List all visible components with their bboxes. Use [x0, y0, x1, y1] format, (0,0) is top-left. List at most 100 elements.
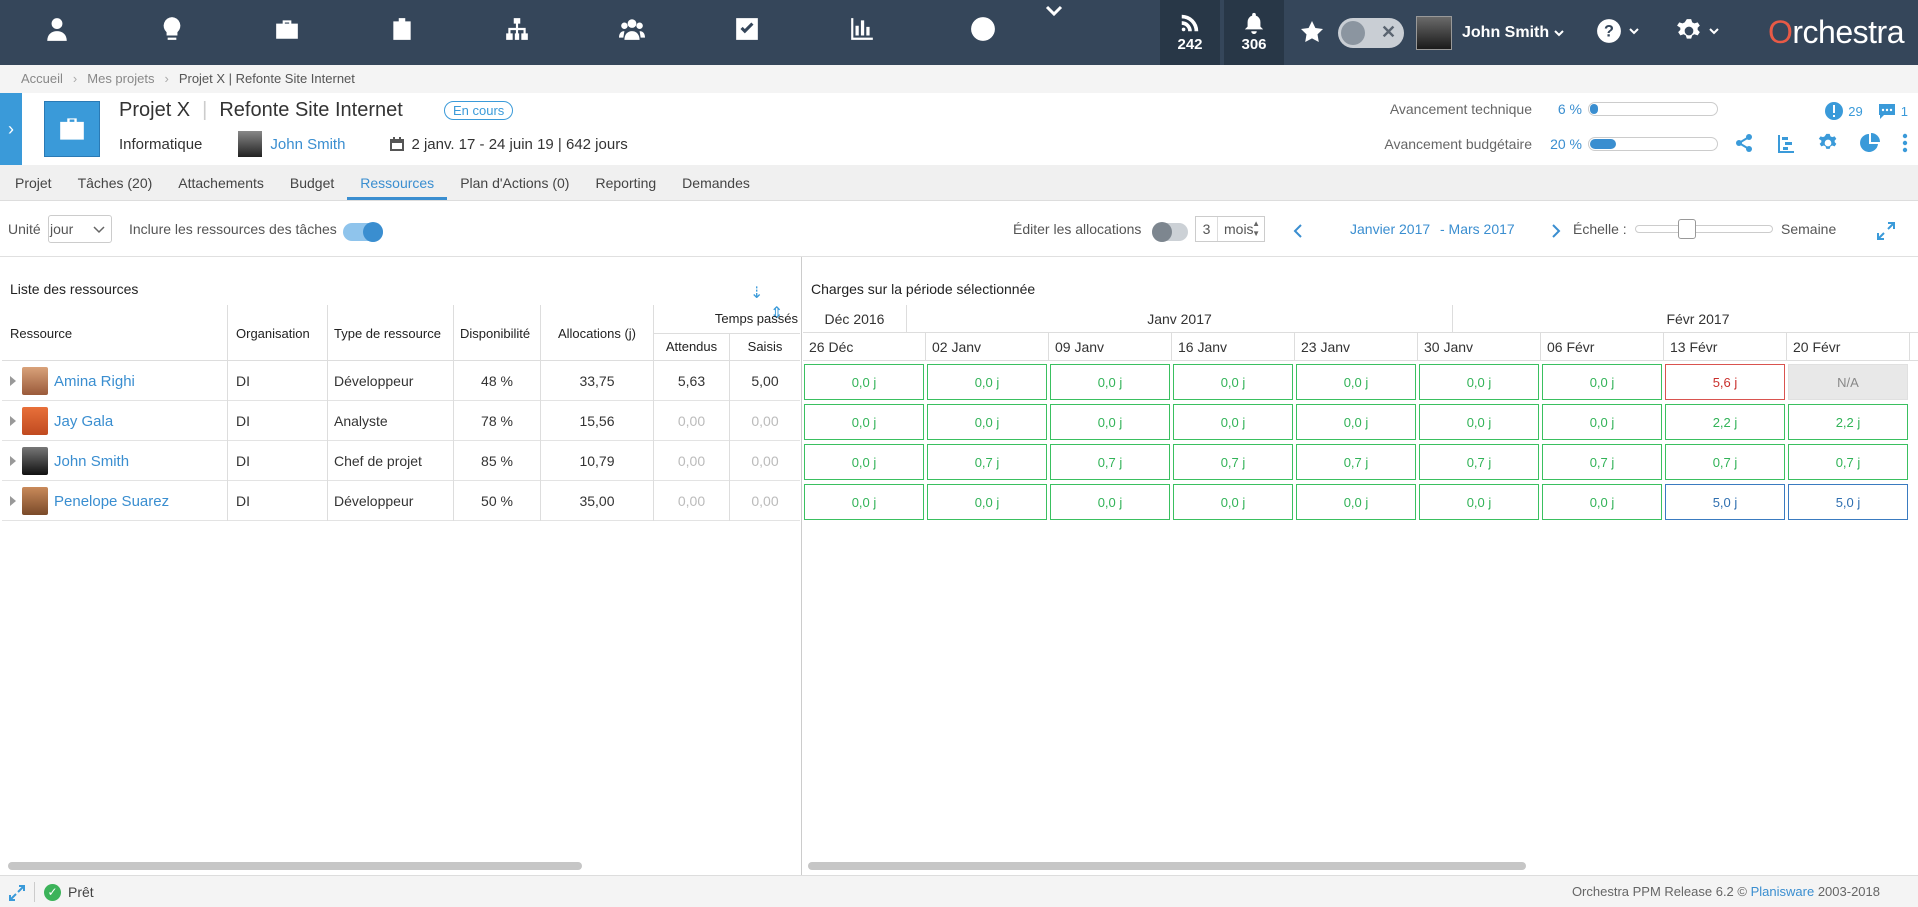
team-icon[interactable] [617, 14, 647, 44]
expand-triangle-icon[interactable] [10, 376, 16, 386]
charge-cell[interactable]: 0,0 j [1050, 364, 1170, 400]
resource-name-link[interactable]: Amina Righi [54, 372, 135, 390]
months-stepper[interactable]: 3 mois ▲ ▼ [1195, 216, 1265, 242]
notifications-counter[interactable]: 306 [1224, 0, 1284, 65]
charge-cell[interactable]: 0,7 j [1542, 444, 1662, 480]
charge-cell[interactable]: 0,0 j [1296, 364, 1416, 400]
charge-cell[interactable]: 0,0 j [927, 364, 1047, 400]
chevron-right-icon[interactable] [1551, 224, 1561, 238]
right-horizontal-scrollbar[interactable] [808, 862, 1526, 870]
view-mode-toggle[interactable]: ✕ [1338, 18, 1404, 48]
scale-slider[interactable] [1635, 219, 1773, 239]
charge-cell[interactable]: 0,7 j [927, 444, 1047, 480]
charge-cell[interactable]: 0,0 j [804, 484, 924, 520]
charge-cell[interactable]: 0,0 j [1173, 484, 1293, 520]
project-manager-link[interactable]: John Smith [270, 135, 346, 153]
period-end[interactable]: - Mars 2017 [1440, 221, 1515, 237]
charge-cell[interactable]: 0,7 j [1665, 444, 1785, 480]
clock-icon[interactable] [968, 14, 998, 44]
col-resource-type[interactable]: Type de ressource [328, 305, 454, 361]
charge-cell[interactable]: 0,7 j [1419, 444, 1539, 480]
table-row[interactable]: Amina Righi DI Développeur 48 % 33,75 5,… [2, 361, 800, 401]
left-horizontal-scrollbar[interactable] [8, 862, 582, 870]
gantt-icon[interactable] [1776, 133, 1796, 153]
charge-cell[interactable]: 0,0 j [1419, 404, 1539, 440]
col-entered[interactable]: Saisis [730, 333, 800, 361]
charge-cell[interactable]: 5,6 j [1665, 364, 1785, 400]
chevron-down-icon[interactable] [1044, 2, 1064, 20]
charge-cell[interactable]: 0,0 j [1419, 484, 1539, 520]
breadcrumb-home[interactable]: Accueil [21, 71, 63, 86]
side-panel-toggle[interactable]: › [0, 93, 22, 165]
tab-budget[interactable]: Budget [289, 175, 335, 191]
charge-cell[interactable]: 0,0 j [1296, 484, 1416, 520]
alerts-indicator[interactable]: 29 [1824, 101, 1863, 121]
breadcrumb-my-projects[interactable]: Mes projets [87, 71, 155, 86]
tab-reporting[interactable]: Reporting [595, 175, 657, 191]
table-row[interactable]: Penelope Suarez DI Développeur 50 % 35,0… [2, 481, 800, 521]
charge-cell[interactable]: 2,2 j [1788, 404, 1908, 440]
charge-cell[interactable]: 0,7 j [1296, 444, 1416, 480]
pie-chart-icon[interactable] [1860, 133, 1880, 153]
charge-cell[interactable]: 0,0 j [1050, 404, 1170, 440]
tab-demandes[interactable]: Demandes [682, 175, 750, 191]
tab-ressources[interactable]: Ressources [347, 165, 448, 200]
charge-cell[interactable]: N/A [1788, 364, 1908, 400]
lightbulb-icon[interactable] [157, 14, 187, 44]
table-row[interactable]: Jay Gala DI Analyste 78 % 15,56 0,00 0,0… [2, 401, 800, 441]
more-vertical-icon[interactable] [1902, 133, 1908, 153]
col-organisation[interactable]: Organisation [228, 305, 328, 361]
include-tasks-switch[interactable] [343, 222, 383, 242]
charge-cell[interactable]: 5,0 j [1665, 484, 1785, 520]
hierarchy-icon[interactable] [502, 14, 532, 44]
expand-triangle-icon[interactable] [10, 496, 16, 506]
col-expected[interactable]: Attendus [654, 333, 730, 361]
expand-icon[interactable] [1876, 221, 1896, 241]
charge-cell[interactable]: 0,0 j [1050, 484, 1170, 520]
resource-name-link[interactable]: Penelope Suarez [54, 492, 170, 510]
tab-plan-actions[interactable]: Plan d'Actions (0) [460, 175, 570, 191]
briefcase-icon[interactable] [272, 14, 302, 44]
checkbox-icon[interactable] [732, 14, 762, 44]
expand-diagonal-icon[interactable] [8, 884, 26, 902]
expand-triangle-icon[interactable] [10, 456, 16, 466]
expand-triangle-icon[interactable] [10, 416, 16, 426]
charge-cell[interactable]: 0,0 j [927, 404, 1047, 440]
charge-cell[interactable]: 0,0 j [1542, 484, 1662, 520]
charge-cell[interactable]: 0,0 j [1173, 364, 1293, 400]
col-availability[interactable]: Disponibilité [454, 305, 541, 361]
charge-cell[interactable]: 0,7 j [1788, 444, 1908, 480]
help-menu[interactable]: ? [1596, 18, 1640, 44]
resource-name-link[interactable]: Jay Gala [54, 412, 114, 430]
vendor-link[interactable]: Planisware [1750, 884, 1815, 899]
period-start[interactable]: Janvier 2017 [1350, 221, 1431, 237]
charge-cell[interactable]: 0,0 j [1542, 364, 1662, 400]
charge-cell[interactable]: 5,0 j [1788, 484, 1908, 520]
charge-cell[interactable]: 0,0 j [804, 404, 924, 440]
edit-allocations-switch[interactable] [1152, 222, 1188, 242]
charge-cell[interactable]: 0,0 j [927, 484, 1047, 520]
charge-cell[interactable]: 0,7 j [1050, 444, 1170, 480]
slider-thumb[interactable] [1678, 219, 1696, 239]
charge-cell[interactable]: 0,7 j [1173, 444, 1293, 480]
unit-select[interactable]: jour [48, 215, 112, 243]
share-icon[interactable] [1734, 133, 1754, 153]
settings-menu[interactable] [1676, 18, 1720, 44]
charge-cell[interactable]: 0,0 j [804, 364, 924, 400]
expand-all-icon[interactable]: ⇕ [770, 305, 784, 322]
resource-name-link[interactable]: John Smith [54, 452, 130, 470]
tab-projet[interactable]: Projet [15, 175, 52, 191]
rss-counter[interactable]: 242 [1160, 0, 1220, 65]
stepper-arrows-icon[interactable]: ▲ ▼ [1252, 219, 1260, 238]
collapse-icon[interactable]: ⇣ [750, 285, 764, 302]
col-allocations[interactable]: Allocations (j) [541, 305, 654, 361]
col-resource[interactable]: Ressource [2, 305, 228, 361]
charge-cell[interactable]: 2,2 j [1665, 404, 1785, 440]
user-menu[interactable]: John Smith [1416, 16, 1565, 50]
charge-cell[interactable]: 0,0 j [1542, 404, 1662, 440]
gear-icon[interactable] [1818, 133, 1838, 153]
charge-cell[interactable]: 0,0 j [1419, 364, 1539, 400]
charge-cell[interactable]: 0,0 j [1296, 404, 1416, 440]
tab-taches[interactable]: Tâches (20) [77, 175, 153, 191]
charge-cell[interactable]: 0,0 j [1173, 404, 1293, 440]
